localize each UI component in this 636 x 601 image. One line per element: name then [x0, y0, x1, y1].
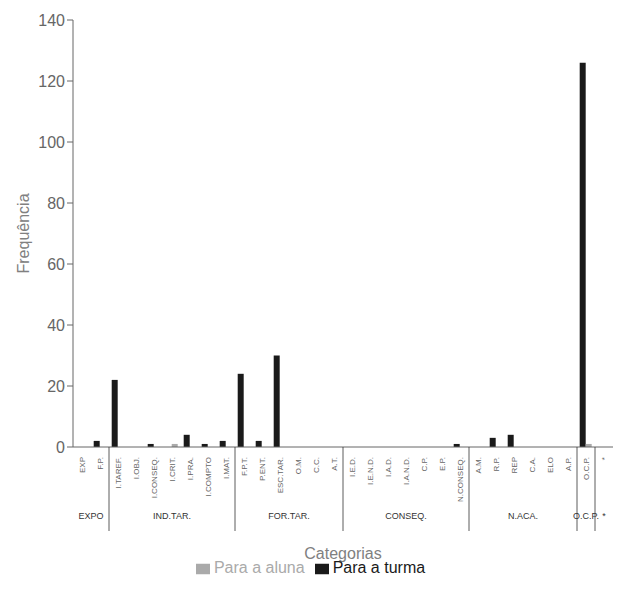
svg-text:A.M.: A.M. [474, 457, 483, 473]
svg-text:A.T.: A.T. [330, 457, 339, 471]
svg-text:*: * [602, 511, 606, 521]
svg-text:C.C.: C.C. [312, 457, 321, 473]
svg-text:40: 40 [47, 317, 65, 334]
svg-text:I.E.N.D.: I.E.N.D. [366, 457, 375, 485]
svg-text:IND.TAR.: IND.TAR. [153, 511, 191, 521]
svg-text:A.P.: A.P. [564, 457, 573, 471]
svg-text:140: 140 [38, 12, 65, 29]
svg-text:ELO: ELO [546, 457, 555, 473]
svg-text:I.OBJ.: I.OBJ. [132, 457, 141, 479]
svg-text:O.M.: O.M. [294, 457, 303, 474]
svg-text:EXPO: EXPO [78, 511, 103, 521]
svg-text:EXP: EXP [78, 457, 87, 473]
svg-text:20: 20 [47, 378, 65, 395]
svg-text:I.A.N.D.: I.A.N.D. [402, 457, 411, 485]
svg-text:CONSEQ.: CONSEQ. [385, 511, 427, 521]
svg-text:I.TAREF.: I.TAREF. [114, 457, 123, 488]
svg-text:Frequência: Frequência [15, 193, 32, 273]
svg-text:O.C.P.: O.C.P. [582, 457, 591, 480]
svg-text:80: 80 [47, 195, 65, 212]
svg-text:E.P.: E.P. [438, 457, 447, 471]
svg-text:FOR.TAR.: FOR.TAR. [268, 511, 309, 521]
svg-text:N.ACA.: N.ACA. [508, 511, 538, 521]
svg-text:*: * [600, 457, 609, 460]
svg-text:C.P.: C.P. [420, 457, 429, 472]
svg-text:120: 120 [38, 73, 65, 90]
svg-text:I.CRIT.: I.CRIT. [168, 457, 177, 481]
svg-text:R.P.: R.P. [492, 457, 501, 472]
html-text:Para a turma: Para a turma [332, 559, 426, 576]
svg-text:60: 60 [47, 256, 65, 273]
svg-text:REP: REP [510, 457, 519, 473]
svg-text:0: 0 [56, 439, 65, 456]
svg-text:I.E.D.: I.E.D. [348, 457, 357, 477]
svg-text:C.A.: C.A. [528, 457, 537, 473]
svg-text:I.PRA.: I.PRA. [186, 457, 195, 480]
svg-text:N.CONSEQ.: N.CONSEQ. [456, 457, 465, 502]
svg-text:Categorias: Categorias [304, 545, 381, 562]
svg-text:100: 100 [38, 134, 65, 151]
svg-text:I.A.D.: I.A.D. [384, 457, 393, 477]
svg-text:I.COMPTO: I.COMPTO [204, 457, 213, 496]
svg-text:P.ENT.: P.ENT. [258, 457, 267, 481]
svg-text:ESC.TAR.: ESC.TAR. [276, 457, 285, 493]
svg-text:I.CONSEQ.: I.CONSEQ. [150, 457, 159, 498]
svg-text:I.MAT.: I.MAT. [222, 457, 231, 479]
svg-text:F.P.T.: F.P.T. [240, 457, 249, 476]
svg-text:F.P.: F.P. [96, 457, 105, 470]
html-text:Para a aluna: Para a aluna [213, 559, 305, 576]
